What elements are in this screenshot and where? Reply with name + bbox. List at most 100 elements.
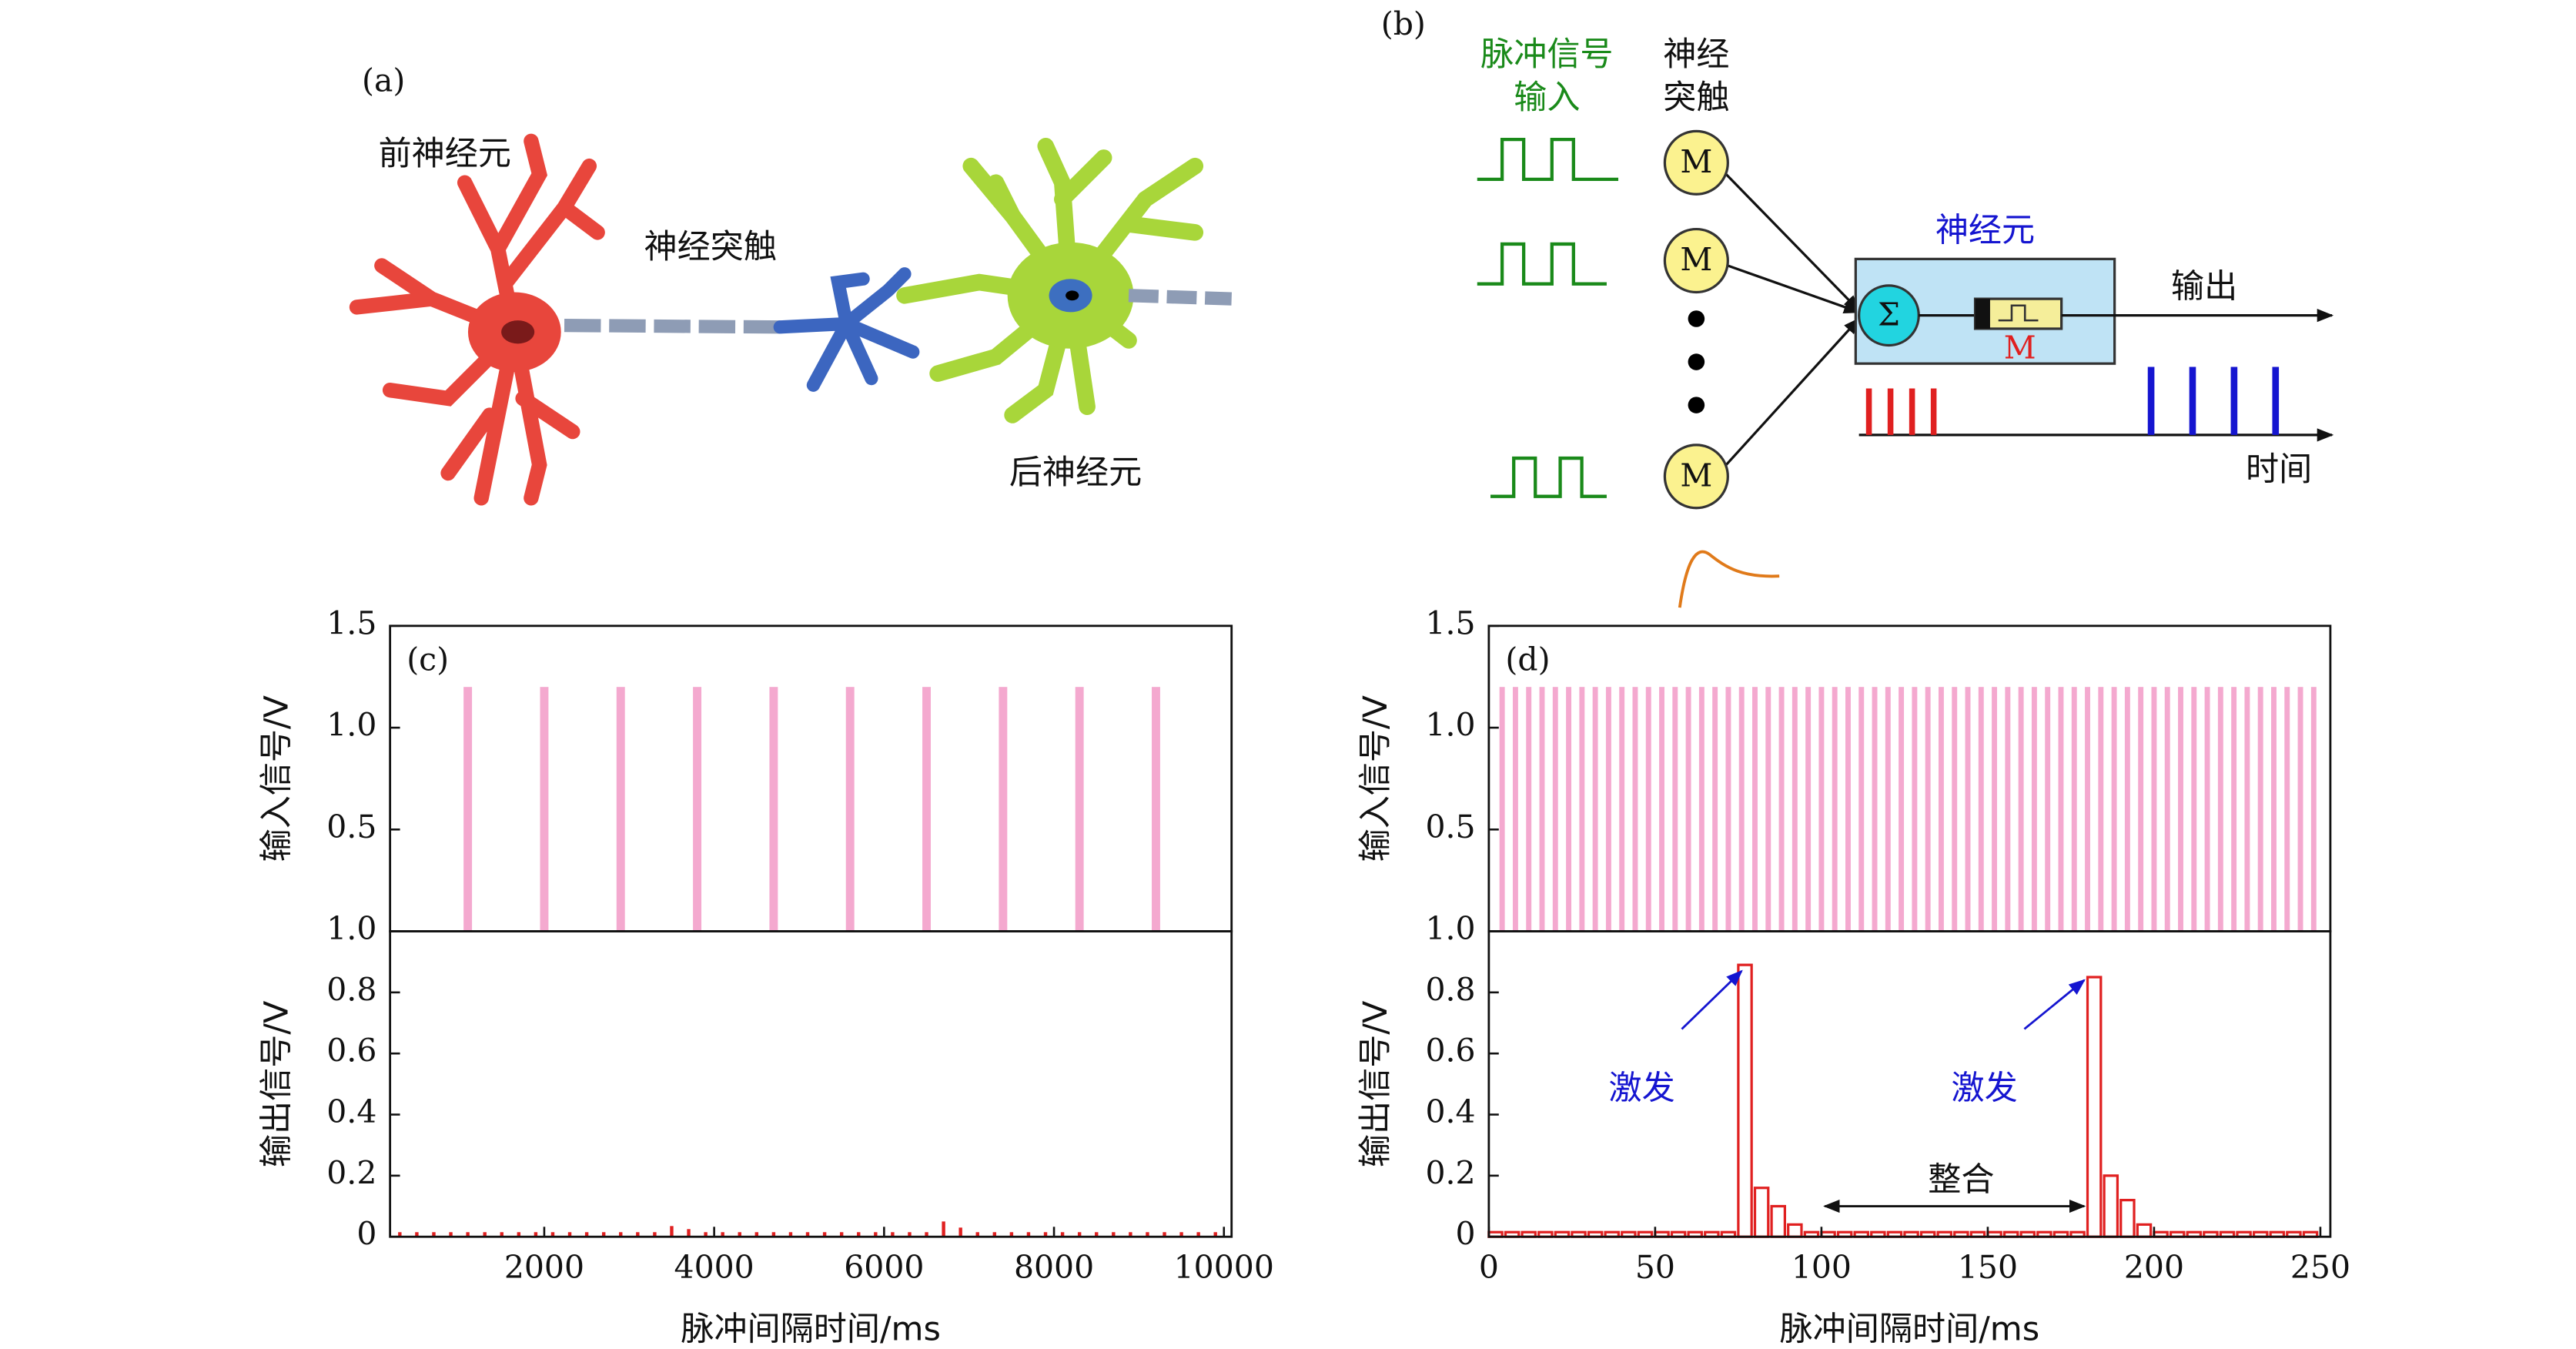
bar <box>1619 687 1625 932</box>
device-cap <box>1975 299 1990 329</box>
y-tick-label: 0.6 <box>1425 1033 1475 1069</box>
plot-frame <box>1487 930 2332 1238</box>
y-tick-label: 1.0 <box>1425 707 1475 744</box>
panel-label: (c) <box>406 641 449 678</box>
bar <box>1952 687 1958 932</box>
bar <box>1146 1232 1149 1237</box>
axon <box>564 318 781 334</box>
bar <box>1129 1232 1132 1237</box>
bar <box>432 1232 436 1237</box>
bar <box>822 1232 827 1237</box>
bar <box>1009 1232 1014 1237</box>
bar <box>534 1232 538 1237</box>
bar <box>1645 687 1651 932</box>
bar <box>992 1232 997 1237</box>
y-tick-label: 0 <box>356 1216 376 1253</box>
bar <box>845 687 855 932</box>
bar <box>636 1232 640 1237</box>
pre-neuron <box>349 133 605 506</box>
bar <box>1512 687 1518 932</box>
x-axis-label: 脉冲间隔时间/ms <box>1780 1311 2040 1349</box>
bar <box>540 687 549 932</box>
y-tick-label: 1.5 <box>1425 604 1475 641</box>
bar <box>1778 687 1785 932</box>
bar <box>1787 1223 1803 1238</box>
bar <box>693 687 702 932</box>
x-tick-label: 50 <box>1635 1249 1675 1286</box>
bar <box>616 687 625 932</box>
axon <box>1128 289 1232 306</box>
bar <box>1992 687 1998 932</box>
bar <box>754 1232 759 1237</box>
x-tick-label: 4000 <box>674 1249 754 1286</box>
bar <box>1163 1232 1166 1237</box>
annotation: 整合 <box>1928 1160 1994 1199</box>
bar <box>2136 1223 2153 1238</box>
annotation: 激发 <box>1608 1069 1674 1107</box>
bar <box>1659 687 1664 932</box>
bar <box>975 1232 979 1237</box>
bar <box>1152 687 1160 932</box>
bar <box>1712 687 1718 932</box>
input-spikes <box>1865 388 1937 435</box>
bar <box>2005 687 2011 932</box>
bar <box>857 1232 861 1237</box>
bar <box>463 687 473 932</box>
y-axis-label: 输出信号/V <box>258 1000 296 1167</box>
post-neuron-label: 后神经元 <box>1009 454 1142 492</box>
bar <box>670 1226 674 1237</box>
bar <box>1196 1232 1200 1237</box>
plot-frame <box>389 930 1233 1238</box>
bar <box>2071 687 2077 932</box>
bar <box>2231 687 2237 932</box>
bar <box>805 1232 810 1237</box>
bar <box>2271 687 2277 932</box>
y-tick-label: 0.2 <box>326 1154 376 1191</box>
output-spikes <box>2147 367 2280 435</box>
y-axis-label: 输入信号/V <box>1357 695 1395 862</box>
bar <box>550 1232 555 1237</box>
y-tick-label: 1.0 <box>326 910 376 947</box>
panel-label: (b) <box>1381 5 1426 42</box>
memristor-label: M <box>1680 143 1712 180</box>
bar <box>2086 976 2103 1238</box>
panel-label: (d) <box>1505 641 1550 678</box>
bar <box>1592 687 1598 932</box>
bar <box>925 1232 928 1237</box>
bar <box>1043 1232 1048 1237</box>
synapse-heading: 突触 <box>1663 79 1729 117</box>
bar <box>1075 687 1084 932</box>
bar <box>466 1232 470 1237</box>
bar <box>2058 687 2064 932</box>
bar <box>1818 687 1825 932</box>
bar <box>1698 687 1705 932</box>
sum-label: Σ <box>1878 296 1900 333</box>
bar <box>1552 687 1558 932</box>
bar <box>922 687 931 932</box>
bar <box>2191 687 2197 932</box>
x-tick-label: 250 <box>2290 1249 2350 1286</box>
bar <box>1077 1232 1082 1237</box>
bar <box>891 1232 895 1237</box>
synapse-label: 神经突触 <box>644 228 777 266</box>
bar <box>1672 687 1678 932</box>
bar <box>738 1232 741 1237</box>
bar <box>398 1232 402 1237</box>
post-neuron <box>896 137 1204 423</box>
bar <box>1060 1232 1065 1237</box>
ellipsis <box>1688 310 1705 413</box>
bar <box>653 1232 657 1237</box>
y-tick-label: 1.5 <box>326 604 376 641</box>
bar <box>1765 687 1771 932</box>
bar <box>2217 687 2223 932</box>
bar <box>500 1232 503 1237</box>
bar <box>771 1232 776 1237</box>
bar <box>1738 687 1745 932</box>
bar <box>1753 1187 1770 1238</box>
bar <box>2031 687 2037 932</box>
y-tick-label: 0 <box>1456 1216 1476 1253</box>
bar <box>788 1232 793 1237</box>
synapse-heading: 神经 <box>1663 35 1729 74</box>
